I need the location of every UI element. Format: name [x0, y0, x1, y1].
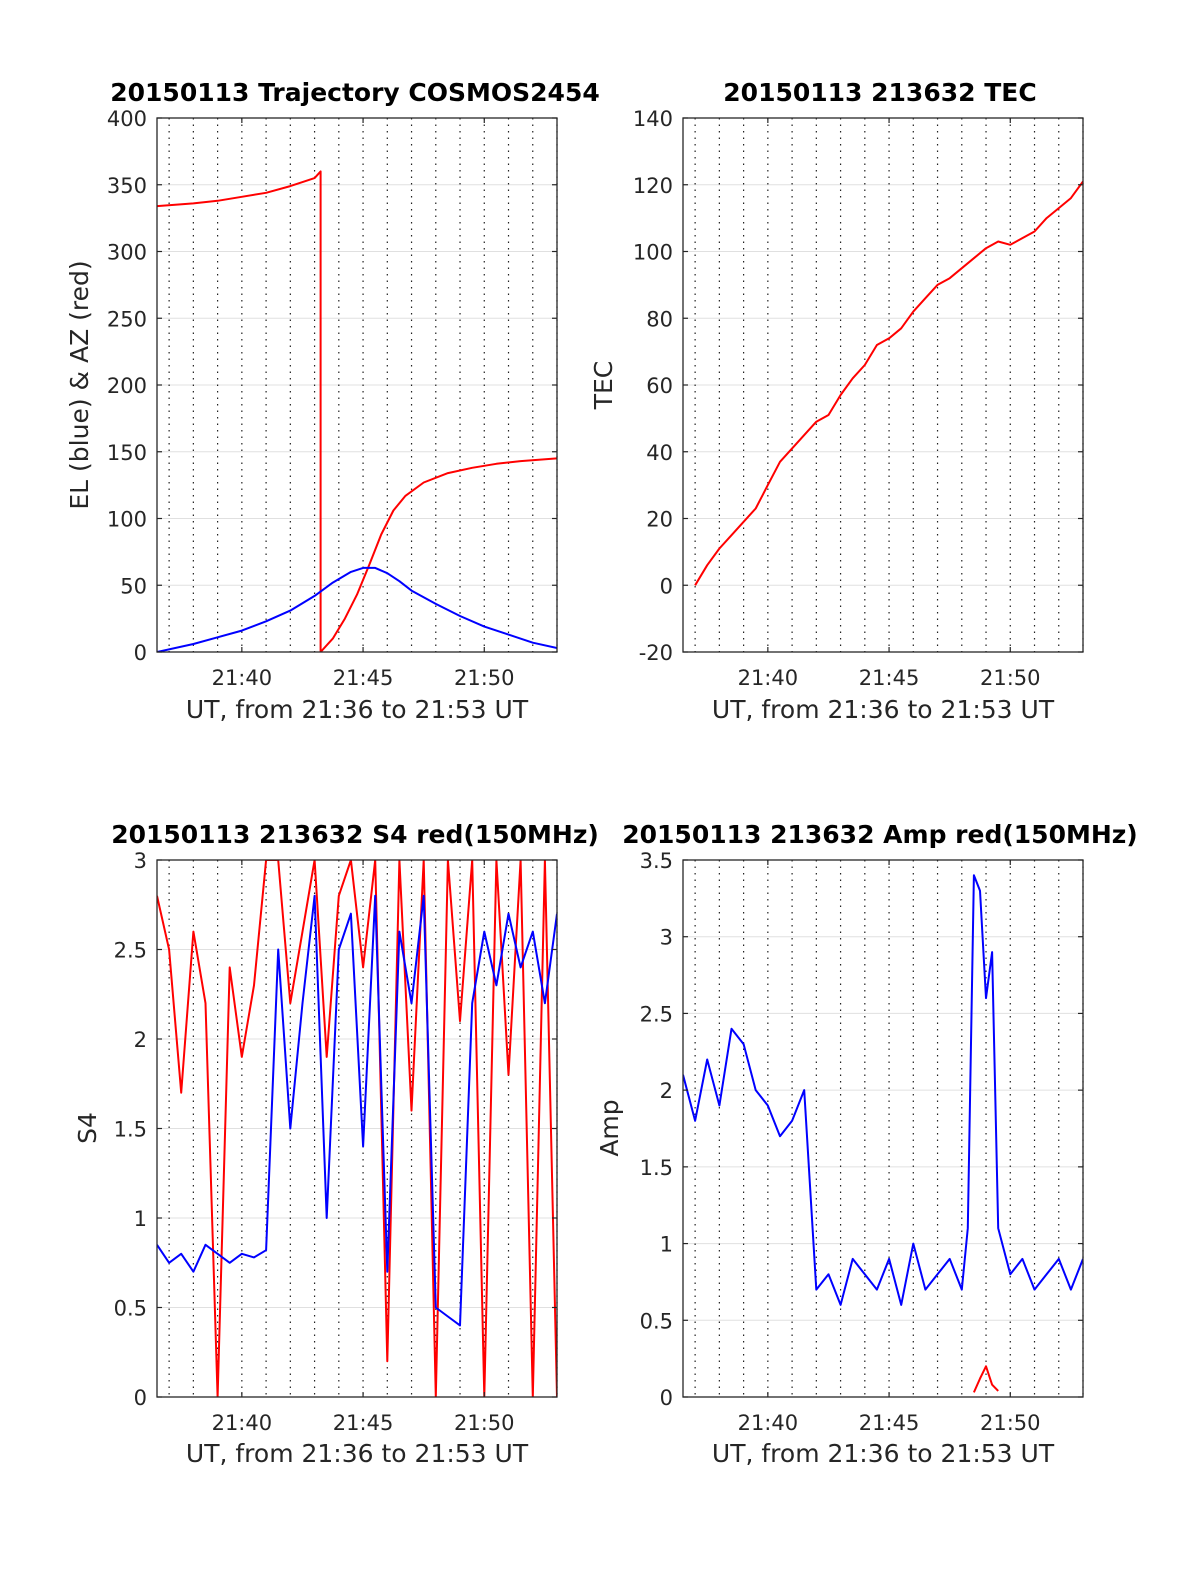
- y-axis-label: TEC: [589, 361, 618, 411]
- y-tick-label: 2: [660, 1079, 673, 1103]
- series-line-1: [157, 894, 557, 1327]
- y-tick-label: 140: [633, 107, 673, 131]
- series-line-0: [157, 170, 557, 652]
- y-tick-label: 100: [107, 508, 147, 532]
- amp-chart: 0 0.5 1 1.5 2 2.5 3 3.5 21:40 21:45 21:50 20150113 …: [595, 820, 1138, 1468]
- y-axis-label: Amp: [595, 1099, 624, 1156]
- y-tick-label: 150: [107, 441, 147, 465]
- y-tick-label: 200: [107, 374, 147, 398]
- y-tick-label: 100: [633, 241, 673, 265]
- axes-box: [682, 859, 1084, 1398]
- x-tick-label: 21:50: [980, 666, 1041, 690]
- y-tick-label: 20: [646, 508, 673, 532]
- y-tick-label: 1: [134, 1207, 147, 1231]
- y-tick-label: 50: [120, 574, 147, 598]
- y-tick-label: 400: [107, 107, 147, 131]
- y-tick-label: 300: [107, 241, 147, 265]
- x-axis-label: UT, from 21:36 to 21:53 UT: [186, 695, 529, 724]
- y-tick-label: -20: [639, 641, 673, 665]
- chart-title: 20150113 213632 Amp red(150MHz): [622, 820, 1138, 849]
- y-tick-label: 350: [107, 174, 147, 198]
- y-tick-label: 40: [646, 441, 673, 465]
- y-tick-label: 120: [633, 174, 673, 198]
- y-axis-label: S4: [73, 1112, 102, 1144]
- y-tick-label: 3: [134, 849, 147, 873]
- y-axis-label: EL (blue) & AZ (red): [65, 260, 94, 509]
- y-tick-label: 0: [134, 641, 147, 665]
- y-tick-label: 3.5: [640, 849, 673, 873]
- y-tick-label: 0: [660, 1386, 673, 1410]
- chart-title: 20150113 Trajectory COSMOS2454: [110, 78, 600, 107]
- y-tick-label: 0.5: [640, 1309, 673, 1333]
- y-tick-label: 0.5: [114, 1297, 147, 1321]
- x-axis-label: UT, from 21:36 to 21:53 UT: [186, 1439, 529, 1468]
- x-tick-label: 21:50: [980, 1411, 1041, 1435]
- x-axis-label: UT, from 21:36 to 21:53 UT: [712, 695, 1055, 724]
- x-tick-label: 21:45: [859, 1411, 920, 1435]
- y-tick-label: 1.5: [114, 1118, 147, 1142]
- series-line-0: [683, 874, 1083, 1306]
- chart-title: 20150113 213632 TEC: [723, 78, 1036, 107]
- plot-area: [683, 860, 1083, 1397]
- y-tick-label: 1: [660, 1233, 673, 1257]
- x-tick-label: 21:50: [454, 1411, 515, 1435]
- y-tick-label: 0: [660, 574, 673, 598]
- chart-title: 20150113 213632 S4 red(150MHz): [111, 820, 599, 849]
- y-tick-label: 80: [646, 307, 673, 331]
- y-tick-label: 60: [646, 374, 673, 398]
- y-tick-label: 1.5: [640, 1156, 673, 1180]
- trajectory-chart: 0 50 100 150 200 250 300 350 400 21:40 21:45 21:50 2…: [65, 78, 600, 724]
- y-tick-label: 3: [660, 926, 673, 950]
- series-line-0: [157, 860, 557, 1397]
- x-tick-label: 21:40: [738, 1411, 799, 1435]
- s4-chart: 0 0.5 1 1.5 2 2.5 3 21:40 21:45 21:50 20150113 213…: [73, 820, 599, 1468]
- x-tick-label: 21:40: [212, 666, 273, 690]
- x-tick-label: 21:40: [738, 666, 799, 690]
- y-tick-label: 250: [107, 307, 147, 331]
- x-tick-label: 21:45: [859, 666, 920, 690]
- x-tick-label: 21:50: [454, 666, 515, 690]
- y-tick-label: 2.5: [640, 1002, 673, 1026]
- tec-chart: -20 0 20 40 60 80 100 120 140 21:40 21:45 21:50 2015…: [589, 78, 1084, 724]
- y-tick-label: 2: [134, 1028, 147, 1052]
- x-tick-label: 21:45: [333, 666, 394, 690]
- x-tick-label: 21:45: [333, 1411, 394, 1435]
- y-tick-label: 2.5: [114, 939, 147, 963]
- x-axis-label: UT, from 21:36 to 21:53 UT: [712, 1439, 1055, 1468]
- y-tick-label: 0: [134, 1386, 147, 1410]
- series-line-1: [157, 566, 557, 652]
- x-tick-label: 21:40: [212, 1411, 273, 1435]
- series-line-0: [694, 180, 1083, 586]
- series-line-1: [972, 1365, 999, 1393]
